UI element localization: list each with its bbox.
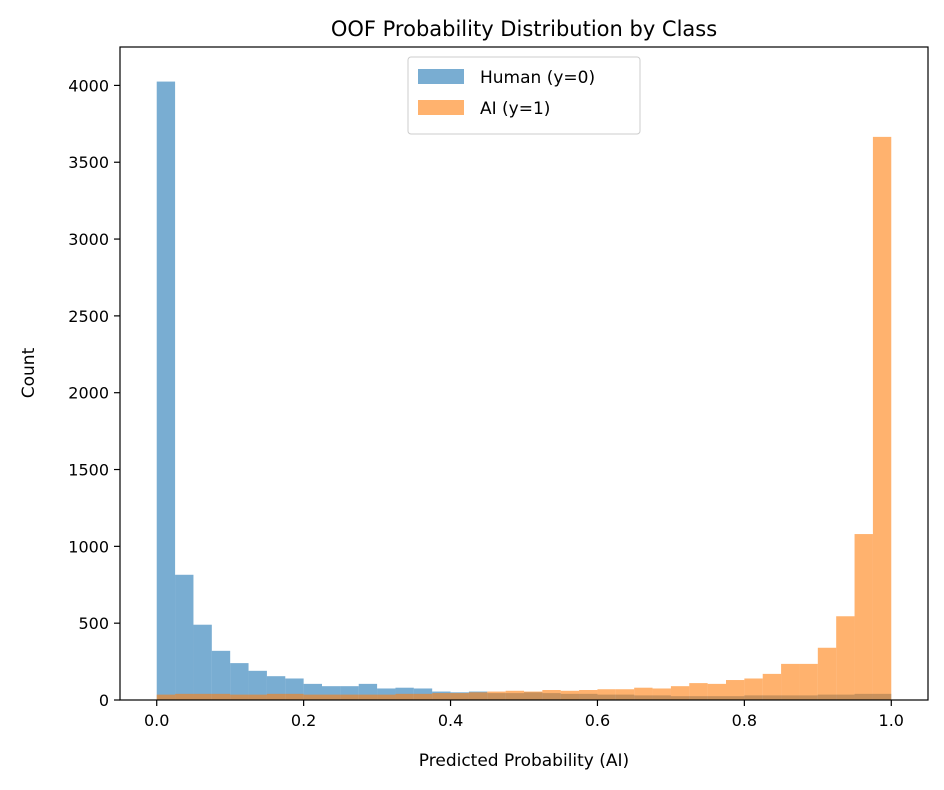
histogram-bar	[285, 693, 304, 700]
histogram-bar	[175, 574, 194, 700]
histogram-bar	[854, 534, 873, 700]
legend-entry-label: Human (y=0)	[480, 68, 595, 88]
histogram-bar	[670, 686, 690, 700]
histogram-bar	[781, 663, 800, 700]
y-tick-label: 500	[78, 614, 109, 633]
histogram-bar	[193, 693, 212, 700]
histogram-bar	[230, 694, 249, 700]
y-tick-label: 0	[99, 691, 109, 710]
histogram-bar	[248, 670, 267, 700]
y-tick-label: 1500	[68, 461, 109, 480]
histogram-bar	[211, 650, 231, 700]
histogram-bar	[634, 687, 653, 700]
histogram-bar	[744, 678, 763, 700]
y-tick-label: 4000	[68, 76, 109, 95]
histogram-bar	[230, 663, 249, 700]
histogram-bar	[340, 694, 359, 700]
x-tick-label: 0.6	[585, 711, 610, 730]
histogram-bar	[175, 693, 194, 700]
x-tick-label: 0.0	[144, 711, 169, 730]
y-axis: 0 500 1000 1500 2000 2500 3000 3500 4000	[68, 76, 120, 710]
histogram-bar	[211, 693, 231, 700]
histogram-bar	[836, 616, 855, 700]
y-axis-label: Count	[19, 347, 39, 398]
x-tick-label: 1.0	[879, 711, 904, 730]
histogram-bar	[156, 81, 176, 700]
histogram-bar	[377, 688, 396, 700]
y-tick-label: 2000	[68, 384, 109, 403]
histogram-bar	[689, 683, 708, 700]
bars-layer	[156, 81, 892, 700]
histogram-bar	[542, 690, 561, 700]
histogram-bar	[615, 689, 635, 700]
x-axis-label: Predicted Probability (AI)	[419, 751, 629, 771]
plot-frame	[119, 46, 929, 701]
x-tick-label: 0.4	[438, 711, 463, 730]
histogram-bar	[505, 690, 524, 700]
legend: Human (y=0) AI (y=1)	[407, 56, 641, 135]
legend-swatch	[418, 69, 464, 84]
histogram-bar	[872, 136, 892, 700]
chart-title: OOF Probability Distribution by Class	[331, 17, 717, 41]
series-ai	[156, 136, 892, 700]
histogram-bar	[322, 694, 341, 700]
histogram-bar	[248, 694, 267, 700]
x-tick-label: 0.2	[291, 711, 316, 730]
histogram-bar	[193, 624, 212, 700]
histogram-bar	[560, 690, 580, 700]
histogram-bar	[266, 693, 286, 700]
legend-entry-label: AI (y=1)	[480, 99, 550, 119]
histogram-bar	[762, 673, 782, 700]
histogram-bar	[726, 680, 745, 700]
histogram-bar	[156, 694, 176, 700]
histogram-bar	[377, 694, 396, 700]
y-tick-label: 3000	[68, 230, 109, 249]
histogram-bar	[799, 663, 818, 700]
x-axis: 0.0 0.2 0.4 0.6 0.8 1.0	[144, 700, 904, 730]
histogram-bar	[579, 690, 598, 700]
series-human	[156, 81, 892, 700]
histogram-bar	[707, 683, 726, 700]
y-tick-label: 2500	[68, 307, 109, 326]
histogram-bar	[652, 688, 671, 700]
histogram-bar	[358, 694, 378, 700]
x-tick-label: 0.8	[732, 711, 757, 730]
histogram-bar	[487, 691, 506, 700]
histogram-bar	[413, 693, 433, 700]
histogram-bar	[817, 647, 837, 700]
legend-swatch	[418, 100, 464, 115]
histogram-bar	[395, 693, 414, 700]
histogram-bar	[303, 694, 322, 700]
histogram-bar	[524, 691, 543, 700]
histogram-bar	[597, 689, 616, 700]
y-tick-label: 1000	[68, 537, 109, 556]
histogram-bar	[468, 692, 488, 700]
legend-box	[407, 56, 641, 135]
histogram-bar	[450, 693, 469, 700]
y-tick-label: 3500	[68, 153, 109, 172]
histogram-bar	[432, 693, 451, 700]
